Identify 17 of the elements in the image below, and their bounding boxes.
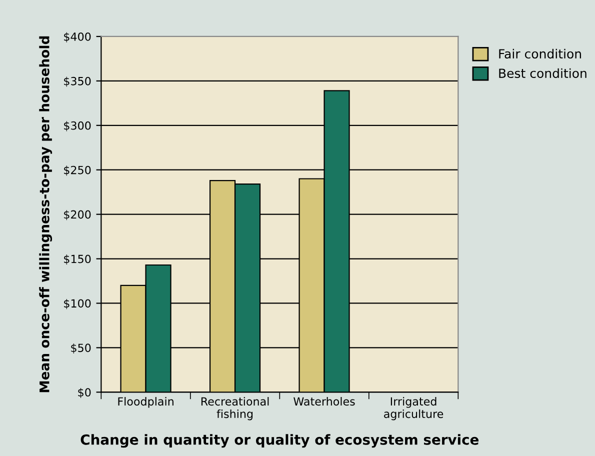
y-tick-label: $250	[64, 166, 91, 176]
x-tick-label: Waterholes	[294, 397, 355, 406]
legend-label: Best condition	[499, 68, 586, 78]
legend-label: Fair condition	[499, 48, 581, 59]
y-tick-label: $400	[64, 32, 91, 42]
y-tick-label: $300	[64, 121, 91, 132]
y-tick-label: $0	[78, 388, 91, 398]
y-tick-label: $200	[64, 210, 91, 220]
x-tick-label: Recreational fishing	[201, 397, 269, 420]
x-axis-title: Change in quantity or quality of ecosystem service	[80, 434, 479, 448]
x-tick-label: Irrigated agriculture	[384, 397, 444, 420]
y-tick-label: $150	[64, 254, 91, 265]
y-tick-label: $350	[64, 76, 91, 87]
y-axis-title: Mean once-off willingness-to-pay per household	[39, 36, 52, 392]
y-tick-label: $100	[64, 299, 91, 310]
y-tick-label: $50	[71, 343, 91, 354]
x-tick-label: Floodplain	[118, 397, 174, 408]
